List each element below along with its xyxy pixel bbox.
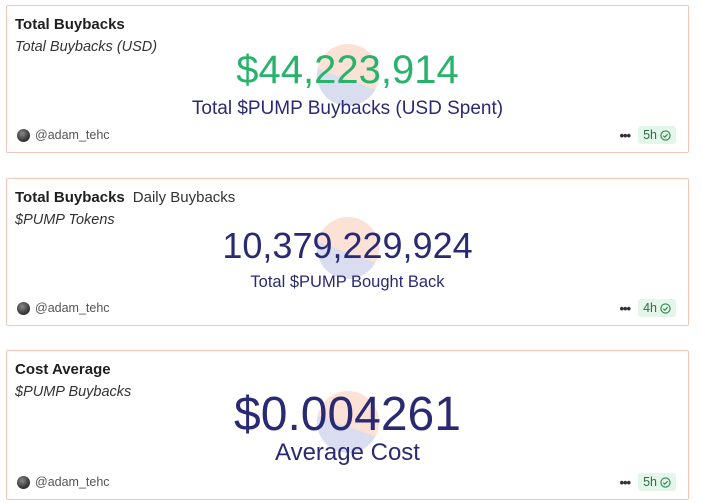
counter-value: $0.004261: [234, 388, 461, 441]
counter-label: Average Cost: [275, 439, 420, 466]
counter-value: 10,379,229,924: [222, 225, 473, 266]
card-subtitle: $PUMP Tokens: [15, 212, 115, 228]
avatar: [17, 475, 30, 489]
card-footer-actions: ••• 5h: [619, 126, 676, 144]
counter-card-total-buybacks-tokens: Total Buybacks Daily Buybacks $PUMP Toke…: [6, 178, 689, 326]
refresh-age: 4h: [643, 301, 657, 315]
card-subtitle: $PUMP Buybacks: [15, 384, 132, 400]
card-subtitle: Total Buybacks (USD): [15, 39, 158, 55]
author-name[interactable]: @adam_tehc: [35, 475, 110, 489]
refresh-status-badge[interactable]: 5h: [638, 126, 676, 144]
refresh-age: 5h: [643, 128, 657, 142]
counter-label: Total $PUMP Bought Back: [250, 273, 445, 291]
counter-card-total-buybacks-usd: Total Buybacks Total Buybacks (USD) $44,…: [6, 5, 689, 153]
watermark-logo: [316, 217, 379, 279]
card-footer-actions: ••• 5h: [619, 473, 676, 491]
avatar: [17, 301, 30, 315]
card-title: Cost Average: [15, 361, 111, 378]
refresh-age: 5h: [643, 475, 657, 489]
card-author[interactable]: @adam_tehc: [17, 128, 110, 142]
tab-daily-buybacks[interactable]: Daily Buybacks: [132, 189, 236, 206]
card-title-row: Total Buybacks Daily Buybacks: [15, 189, 235, 206]
card-author[interactable]: @adam_tehc: [17, 475, 110, 489]
more-horizontal-icon[interactable]: •••: [619, 127, 631, 143]
watermark-logo: [316, 391, 379, 453]
refresh-status-badge[interactable]: 5h: [638, 473, 676, 491]
card-title: Total Buybacks: [15, 189, 125, 206]
counter-value: $44,223,914: [236, 48, 459, 92]
card-author[interactable]: @adam_tehc: [17, 301, 110, 315]
avatar: [17, 128, 30, 142]
counter-card-cost-average: Cost Average $PUMP Buybacks $0.004261 Av…: [6, 350, 689, 500]
counter-label: Total $PUMP Buybacks (USD Spent): [191, 98, 504, 119]
refresh-status-badge[interactable]: 4h: [638, 299, 676, 317]
card-title: Total Buybacks: [15, 16, 125, 33]
author-name[interactable]: @adam_tehc: [35, 128, 110, 142]
more-horizontal-icon[interactable]: •••: [619, 300, 631, 316]
check-circle-icon: [660, 476, 671, 488]
card-title-row: Cost Average: [15, 361, 111, 378]
author-name[interactable]: @adam_tehc: [35, 301, 110, 315]
more-horizontal-icon[interactable]: •••: [619, 474, 631, 490]
check-circle-icon: [660, 302, 671, 314]
card-title-row: Total Buybacks: [15, 16, 125, 33]
card-footer-actions: ••• 4h: [619, 299, 676, 317]
check-circle-icon: [660, 129, 671, 141]
watermark-logo: [316, 44, 379, 106]
